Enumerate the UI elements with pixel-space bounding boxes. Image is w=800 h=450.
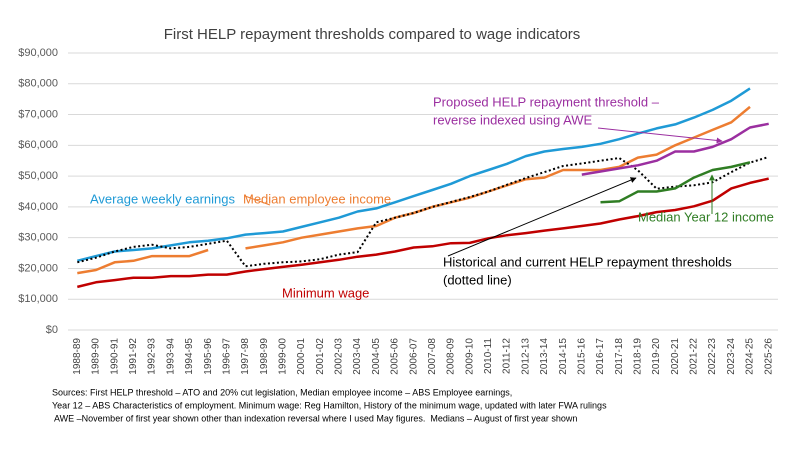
x-tick-label: 2002-03: [334, 338, 345, 375]
x-tick-label: 2012-13: [520, 338, 531, 375]
x-tick-label: 2018-19: [633, 338, 644, 375]
x-tick-label: 2003-04: [352, 338, 363, 375]
x-tick-label: 2017-18: [614, 338, 625, 375]
x-tick-label: 2023-24: [726, 338, 737, 375]
x-tick-label: 2007-08: [427, 338, 438, 375]
series-line: [600, 161, 751, 204]
x-tick-label: 2014-15: [558, 338, 569, 375]
x-tick-label: 2005-06: [390, 338, 401, 375]
x-tick-label: 2004-05: [371, 338, 382, 375]
x-tick-label: 2016-17: [595, 338, 606, 375]
arrow: [597, 127, 723, 144]
y-tick-label: $0: [46, 324, 58, 336]
x-tick-label: 1998-99: [259, 338, 270, 375]
y-tick-label: $70,000: [18, 108, 58, 120]
series-line: [77, 156, 769, 268]
x-tick-label: 2024-25: [745, 338, 756, 375]
annotation: reverse indexed using AWE: [433, 112, 593, 127]
x-tick-label: 1994-95: [184, 338, 195, 375]
annotation: Median Year 12 income: [638, 209, 774, 224]
series-line: [76, 87, 751, 263]
y-tick-label: $10,000: [18, 293, 58, 305]
chart-title: First HELP repayment thresholds compared…: [164, 26, 581, 43]
annotation: Proposed HELP repayment threshold –: [433, 94, 660, 109]
y-tick-label: $20,000: [18, 262, 58, 274]
x-tick-label: 2011-12: [502, 338, 513, 374]
x-tick-label: 2006-07: [408, 338, 419, 375]
source-note: Sources: First HELP threshold – ATO and …: [52, 387, 512, 397]
x-tick-label: 1996-97: [221, 338, 232, 375]
x-tick-label: 1995-96: [203, 338, 214, 375]
y-tick-label: $40,000: [18, 201, 58, 213]
series-line: [77, 177, 769, 289]
y-tick-label: $30,000: [18, 232, 58, 244]
x-tick-label: 1999-00: [278, 338, 289, 375]
x-tick-label: 1989-90: [91, 338, 102, 375]
x-tick-label: 1991-92: [128, 338, 139, 375]
x-tick-label: 2001-02: [315, 338, 326, 375]
arrow: [244, 195, 271, 206]
x-tick-label: 1997-98: [240, 338, 251, 375]
y-tick-label: $90,000: [18, 47, 58, 59]
annotation: Average weekly earnings: [90, 191, 236, 206]
series-line: [77, 105, 751, 275]
y-tick-label: $50,000: [18, 170, 58, 182]
x-tick-label: 2000-01: [296, 338, 307, 375]
x-tick-label: 2010-11: [483, 338, 494, 374]
source-note: AWE –November of first year shown other …: [52, 413, 577, 423]
x-tick-label: 1993-94: [165, 338, 176, 375]
series-line: [581, 122, 769, 176]
y-tick-label: $60,000: [18, 139, 58, 151]
source-note: Year 12 – ABS Characteristics of employm…: [52, 400, 607, 410]
y-tick-label: $80,000: [18, 78, 58, 90]
annotation: Minimum wage: [282, 285, 369, 300]
annotation: Median employee income: [243, 191, 391, 206]
x-tick-label: 2022-23: [707, 338, 718, 375]
x-tick-label: 1988-89: [72, 338, 83, 375]
x-tick-label: 2021-22: [689, 338, 700, 375]
x-tick-label: 1990-91: [109, 338, 120, 375]
x-tick-label: 2015-16: [576, 338, 587, 375]
x-tick-label: 2008-09: [446, 338, 457, 375]
x-tick-label: 2025-26: [763, 338, 774, 375]
x-tick-label: 2009-10: [464, 338, 475, 375]
x-tick-label: 2019-20: [651, 338, 662, 375]
annotation: Historical and current HELP repayment th…: [443, 254, 732, 269]
x-tick-label: 2020-21: [670, 338, 681, 375]
x-tick-label: 2013-14: [539, 338, 550, 375]
x-tick-label: 1992-93: [147, 338, 158, 375]
arrow: [447, 177, 637, 257]
annotation: (dotted line): [443, 272, 512, 287]
